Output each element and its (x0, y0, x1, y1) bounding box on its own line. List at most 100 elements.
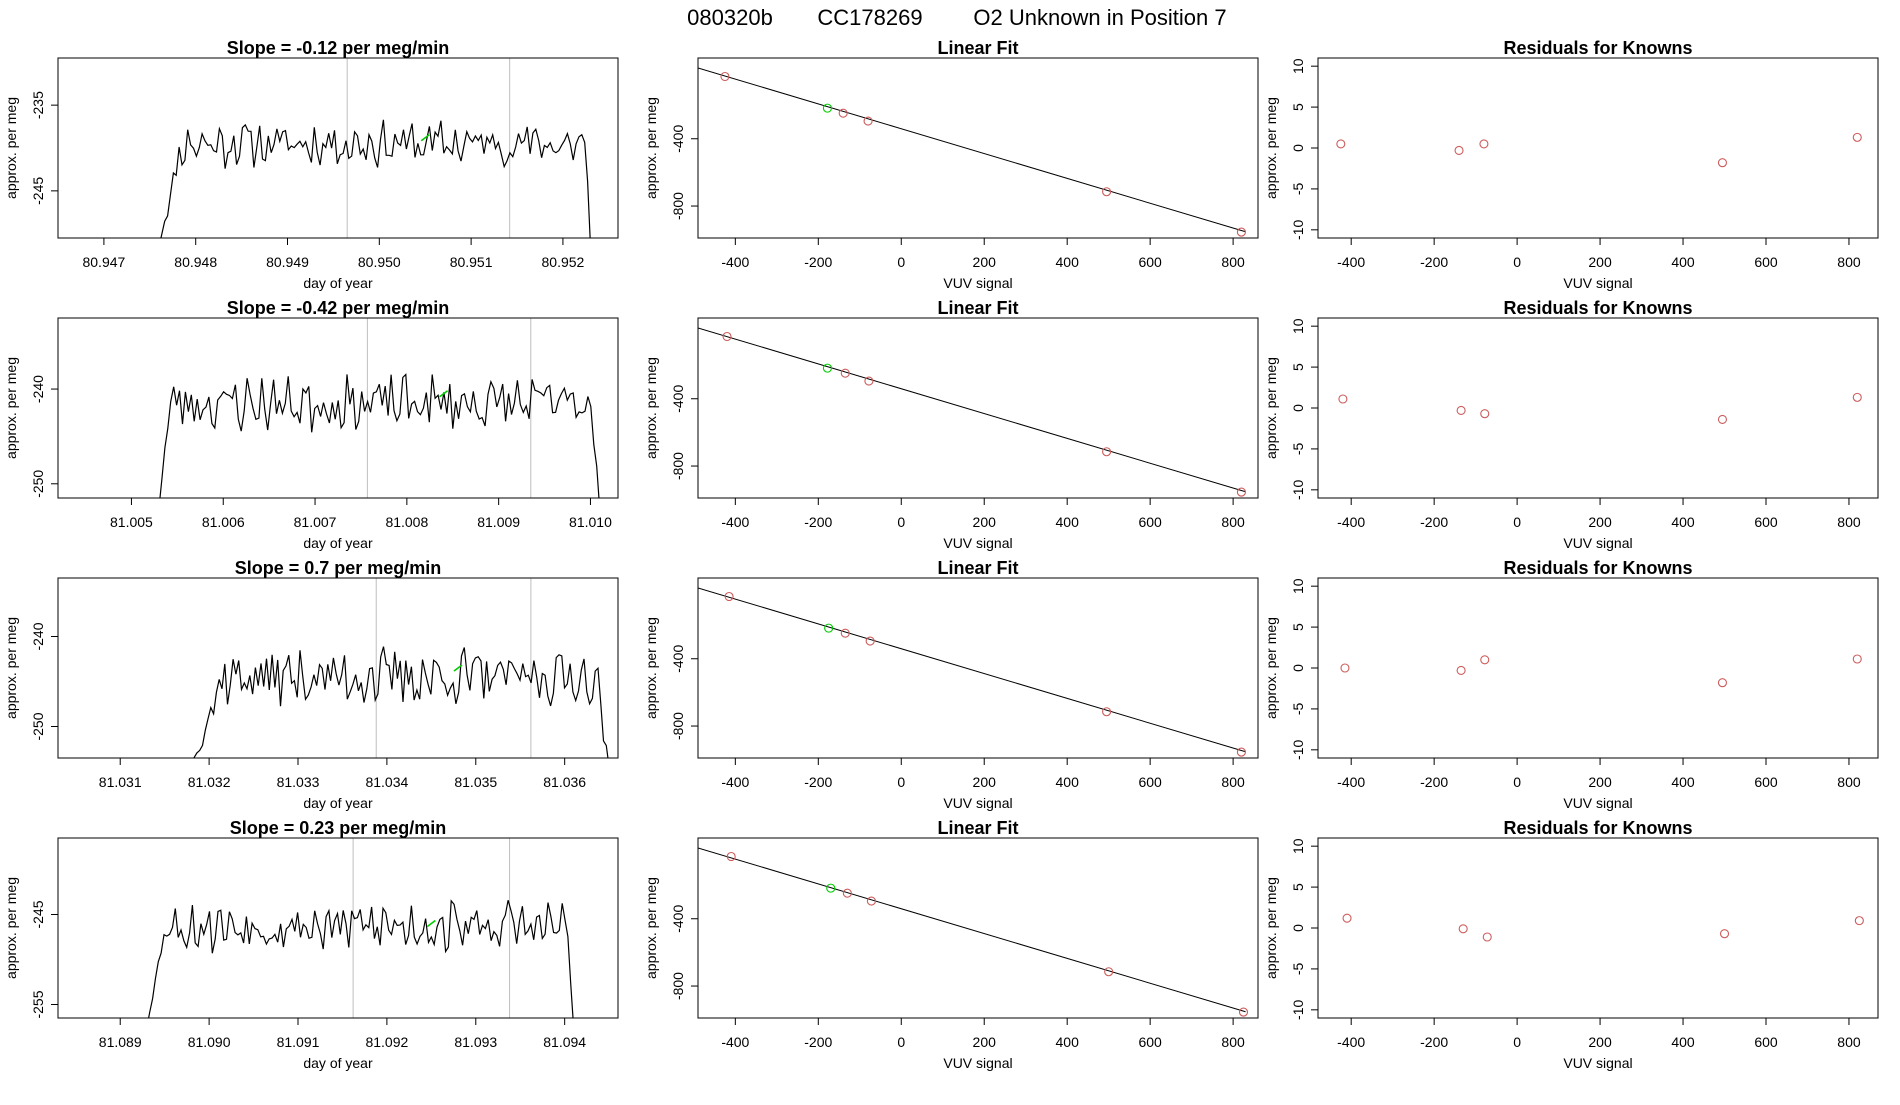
x-tick-label: -200 (1420, 254, 1448, 270)
plot-frame (697, 317, 1259, 499)
x-tick-label: 200 (1588, 514, 1612, 530)
chart-title: Residuals for Knowns (1503, 298, 1692, 318)
chart-panel-3: Residuals for Knowns VUV signal approx. pe… (1263, 38, 1879, 291)
x-tick-label: 81.091 (277, 1034, 320, 1050)
known-point (840, 368, 850, 378)
unknown-mean-marker (453, 664, 463, 672)
unknown-point (824, 623, 834, 633)
x-tick-label: -400 (1337, 514, 1365, 530)
x-tick-label: 600 (1138, 514, 1162, 530)
residual-point (1852, 392, 1862, 402)
x-axis-label: day of year (303, 1055, 373, 1071)
y-tick-label: -400 (670, 645, 686, 673)
chart-panel-11: Linear Fit VUV signal approx. per meg -400 -… (643, 818, 1259, 1071)
x-tick-label: 600 (1754, 774, 1778, 790)
known-point (1104, 967, 1114, 977)
x-axis-label: VUV signal (1563, 1055, 1632, 1071)
y-tick-label: 10 (1290, 578, 1306, 594)
y-tick-label: 0 (1290, 924, 1306, 932)
x-tick-label: 200 (1588, 1034, 1612, 1050)
x-tick-label: 0 (1513, 1034, 1521, 1050)
known-point (1102, 707, 1112, 717)
residual-point (1852, 654, 1862, 664)
x-tick-label: 600 (1138, 1034, 1162, 1050)
x-tick-label: -400 (1337, 1034, 1365, 1050)
residual-point (1717, 158, 1727, 168)
x-tick-label: 600 (1138, 254, 1162, 270)
chart-title: Residuals for Knowns (1503, 38, 1692, 58)
x-tick-label: 200 (973, 774, 997, 790)
x-tick-label: 81.089 (99, 1034, 142, 1050)
header-cylinder-id: CC178269 (817, 5, 922, 30)
chart-panel-2: Linear Fit VUV signal approx. per meg -400 -… (643, 38, 1259, 291)
x-tick-label: 0 (897, 774, 905, 790)
fit-line (698, 847, 1246, 1013)
y-axis-label: approx. per meg (1263, 877, 1279, 979)
x-tick-label: 800 (1837, 774, 1861, 790)
plot-area (193, 578, 609, 758)
y-axis-label: approx. per meg (643, 877, 659, 979)
x-tick-label: -200 (1420, 514, 1448, 530)
chart-panel-8: Linear Fit VUV signal approx. per meg -400 -… (643, 558, 1259, 811)
residual-point (1342, 913, 1352, 923)
y-tick-label: -10 (1290, 479, 1306, 499)
panel-grid: Slope = -0.12 per meg/min day of year appr… (3, 38, 1879, 1071)
residual-point (1852, 132, 1862, 142)
x-tick-label: 800 (1837, 514, 1861, 530)
y-tick-label: -400 (670, 385, 686, 413)
y-tick-label: 10 (1290, 58, 1306, 74)
y-tick-label: -10 (1290, 739, 1306, 759)
known-point (842, 888, 852, 898)
x-axis-label: VUV signal (1563, 535, 1632, 551)
y-tick-label: 10 (1290, 318, 1306, 334)
x-tick-label: 81.035 (454, 774, 497, 790)
x-tick-label: 81.005 (110, 514, 153, 530)
plot-frame (697, 57, 1259, 239)
x-tick-label: 80.948 (174, 254, 217, 270)
x-tick-label: -400 (1337, 774, 1365, 790)
x-axis-label: VUV signal (1563, 795, 1632, 811)
y-tick-label: 5 (1290, 103, 1306, 111)
x-tick-label: 0 (1513, 774, 1521, 790)
residual-point (1480, 409, 1490, 419)
x-tick-label: 200 (973, 254, 997, 270)
x-tick-label: 81.033 (277, 774, 320, 790)
y-axis-label: approx. per meg (3, 877, 19, 979)
known-point (722, 331, 732, 342)
chart-panel-6: Residuals for Knowns VUV signal approx. pe… (1263, 298, 1879, 551)
x-tick-label: 800 (1221, 514, 1245, 530)
unknown-mean-marker (420, 134, 430, 142)
x-tick-label: 81.034 (365, 774, 408, 790)
y-tick-label: -240 (30, 622, 46, 650)
known-point (864, 376, 874, 386)
residual-point (1458, 924, 1468, 934)
plot-area (160, 58, 591, 238)
unknown-mean-marker (426, 919, 436, 928)
x-tick-label: -400 (721, 254, 749, 270)
x-tick-label: 80.947 (82, 254, 125, 270)
x-tick-label: 800 (1221, 254, 1245, 270)
y-tick-label: -5 (1290, 962, 1306, 975)
x-axis-label: day of year (303, 535, 373, 551)
y-tick-label: -800 (670, 712, 686, 740)
x-tick-label: -400 (721, 774, 749, 790)
figure-header: 080320b CC178269 O2 Unknown in Position … (687, 5, 1226, 30)
y-tick-label: -10 (1290, 219, 1306, 239)
x-tick-label: 400 (1671, 254, 1695, 270)
known-point (840, 628, 850, 638)
chart-panel-7: Slope = 0.7 per meg/min day of year approx… (3, 558, 619, 811)
fit-line (698, 327, 1246, 493)
x-tick-label: 200 (1588, 254, 1612, 270)
y-tick-label: 0 (1290, 404, 1306, 412)
known-point (863, 116, 873, 126)
chart-panel-4: Slope = -0.42 per meg/min day of year appr… (3, 298, 619, 551)
x-tick-label: 400 (1671, 1034, 1695, 1050)
chart-panel-12: Residuals for Knowns VUV signal approx. pe… (1263, 818, 1879, 1071)
residual-point (1482, 932, 1492, 942)
x-tick-label: -200 (804, 1034, 832, 1050)
y-axis-label: approx. per meg (3, 617, 19, 719)
y-tick-label: -255 (30, 990, 46, 1018)
x-axis-label: VUV signal (943, 795, 1012, 811)
residual-point (1454, 145, 1464, 156)
x-tick-label: 81.031 (99, 774, 142, 790)
